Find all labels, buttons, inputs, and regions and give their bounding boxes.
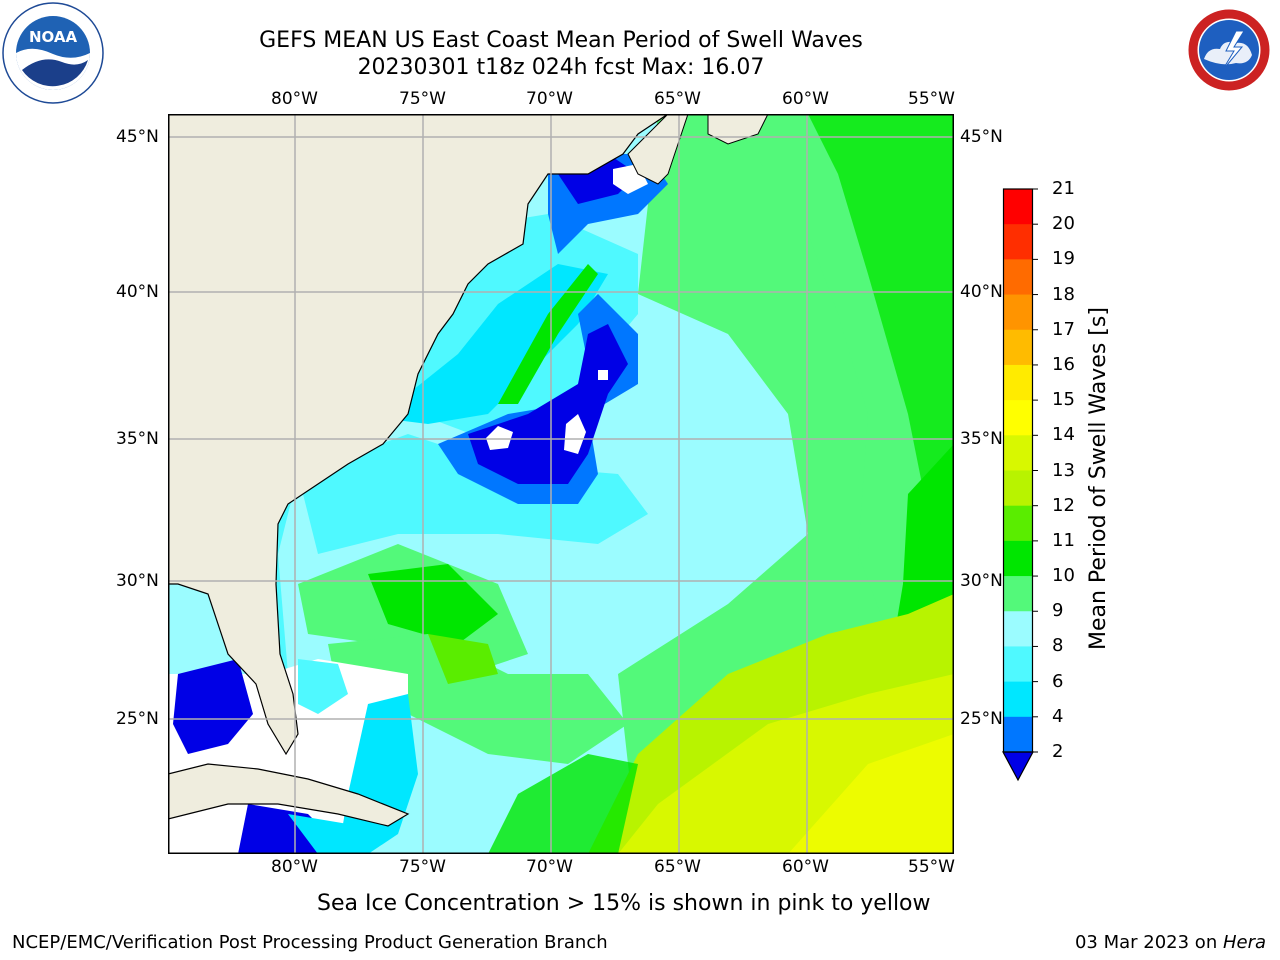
colorbar-tick-label: 20 — [1052, 213, 1075, 235]
colorbar-cell — [1003, 681, 1033, 718]
colorbar — [1001, 188, 1038, 782]
colorbar-cell — [1003, 189, 1033, 225]
colorbar-tick-label: 15 — [1052, 389, 1075, 411]
colorbar-cell — [1003, 576, 1033, 612]
lon-label-bottom-70w: 70°W — [526, 857, 573, 877]
footer-host: Hera — [1222, 932, 1266, 953]
footer-date: 03 Mar 2023 on Hera — [1075, 932, 1266, 954]
swell-zone-6-8 — [348, 264, 608, 424]
lat-label-left-40n: 40°N — [116, 282, 159, 302]
colorbar-tick-label: 13 — [1052, 459, 1075, 481]
colorbar-cell — [1003, 329, 1033, 366]
map-title: GEFS MEAN US East Coast Mean Period of S… — [259, 28, 863, 53]
colorbar-cell — [1003, 505, 1033, 542]
colorbar-cell — [1003, 224, 1033, 260]
colorbar-tick-label: 8 — [1052, 635, 1064, 657]
colorbar-tick-label: 17 — [1052, 318, 1075, 340]
swell-patch-10-11-a — [368, 564, 498, 644]
colorbar-cell — [1003, 400, 1033, 436]
no-data-patch — [564, 414, 586, 454]
sea-ice-caption: Sea Ice Concentration > 15% is shown in … — [317, 891, 931, 916]
colorbar-cell — [1003, 294, 1033, 331]
land-cuba — [168, 763, 410, 827]
swell-zone-10-11-ne — [808, 114, 954, 514]
lon-label-top-65w: 65°W — [654, 89, 701, 109]
colorbar-cell — [1003, 540, 1033, 577]
footer-date-text: 03 Mar 2023 on — [1074, 932, 1223, 953]
map-subtitle: 20230301 t18z 024h fcst Max: 16.07 — [357, 55, 765, 80]
colorbar-tick-label: 18 — [1052, 283, 1075, 305]
colorbar-cell — [1003, 716, 1033, 753]
swell-filament-green — [498, 264, 598, 404]
colorbar-tick-label: 19 — [1052, 248, 1075, 270]
colorbar-cell — [1003, 611, 1033, 647]
lon-label-bottom-75w: 75°W — [399, 857, 446, 877]
graticule — [168, 114, 954, 854]
noaa-logo-icon: NOAA — [2, 2, 104, 104]
colorbar-tick-label: 2 — [1052, 741, 1064, 762]
map-panel — [168, 114, 954, 854]
colorbar-tick-label: 16 — [1052, 353, 1075, 375]
swell-patch-bahamas — [298, 659, 348, 714]
no-data-patch — [598, 370, 608, 380]
lon-label-bottom-55w: 55°W — [908, 857, 955, 877]
swell-zone-8-9-central — [298, 434, 648, 554]
colorbar-tick-label: 11 — [1052, 529, 1075, 551]
footer-credit: NCEP/EMC/Verification Post Processing Pr… — [12, 932, 608, 953]
lon-label-top-55w: 55°W — [908, 89, 955, 109]
land-north-america — [168, 114, 670, 756]
swell-zone-2-4-gulf — [173, 659, 253, 754]
colorbar-extend-arrow — [1001, 751, 1035, 782]
lat-label-left-30n: 30°N — [116, 571, 159, 591]
lat-label-right-40n: 40°N — [960, 282, 1003, 302]
colorbar-tick-label: 12 — [1052, 494, 1075, 516]
lat-label-left-45n: 45°N — [116, 127, 159, 147]
lon-label-bottom-80w: 80°W — [271, 857, 318, 877]
nws-logo-icon — [1181, 2, 1277, 98]
swell-patch-11-12 — [428, 634, 498, 684]
land-nova-scotia — [627, 114, 689, 185]
lon-label-top-80w: 80°W — [271, 89, 318, 109]
swell-zone-14-15 — [788, 734, 954, 854]
swell-zone-11-south — [488, 754, 638, 854]
colorbar-label: Mean Period of Swell Waves [s] — [1086, 307, 1111, 650]
colorbar-cell — [1003, 364, 1033, 401]
colorbar-cell — [1003, 435, 1033, 471]
colorbar-tick-label: 9 — [1052, 600, 1064, 622]
lat-label-right-45n: 45°N — [960, 127, 1003, 147]
noaa-logo-text: NOAA — [29, 28, 78, 46]
colorbar-cell — [1003, 470, 1033, 507]
colorbar-tick-label: 10 — [1052, 565, 1075, 587]
map-frame — [168, 114, 954, 854]
lat-label-left-35n: 35°N — [116, 429, 159, 449]
lon-label-top-75w: 75°W — [399, 89, 446, 109]
colorbar-tick-label: 4 — [1052, 705, 1064, 727]
lon-label-bottom-65w: 65°W — [654, 857, 701, 877]
lat-label-right-35n: 35°N — [960, 429, 1003, 449]
colorbar-cell — [1003, 259, 1033, 296]
lat-label-right-30n: 30°N — [960, 571, 1003, 591]
colorbar-cell — [1003, 646, 1033, 683]
lon-label-top-60w: 60°W — [782, 89, 829, 109]
lon-label-top-70w: 70°W — [526, 89, 573, 109]
lat-label-right-25n: 25°N — [960, 709, 1003, 729]
colorbar-tick-label: 14 — [1052, 424, 1075, 446]
lon-label-bottom-60w: 60°W — [782, 857, 829, 877]
swell-patch-caribbean-b — [288, 814, 368, 854]
swell-patch-9-10-b — [328, 634, 628, 764]
no-data-patch — [486, 426, 513, 450]
colorbar-tick-label: 6 — [1052, 670, 1064, 692]
colorbar-tick-label: 21 — [1052, 178, 1075, 199]
lat-label-left-25n: 25°N — [116, 709, 159, 729]
